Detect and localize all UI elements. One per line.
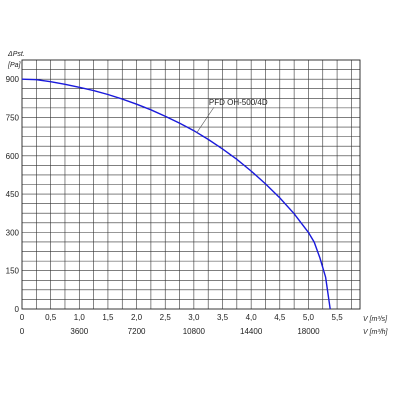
- y-axis-label: ΔPst.: [7, 51, 25, 58]
- y-tick-label: 300: [6, 228, 20, 237]
- x-tick-label: 1,0: [74, 313, 86, 322]
- y-tick-label: 150: [6, 267, 20, 276]
- axes: [21, 59, 361, 310]
- series-label-leader: [196, 107, 215, 133]
- x-tick-label-secondary: 14400: [240, 327, 263, 336]
- x-axis-secondary-ticks: 0 3600 7200 10800 14400 18000: [20, 327, 320, 336]
- series-label: PFD OH-500/4D: [209, 98, 268, 107]
- y-tick-label: 0: [15, 305, 20, 314]
- x-axis-label: V [m³/s]: [363, 316, 388, 323]
- x-tick-label-secondary: 18000: [297, 327, 320, 336]
- x-tick-label-secondary: 3600: [70, 327, 88, 336]
- x-axis-secondary-label: V [m³/h]: [363, 329, 389, 336]
- x-tick-label: 0,5: [45, 313, 57, 322]
- y-tick-label: 450: [6, 190, 20, 199]
- x-tick-label: 4,0: [246, 313, 258, 322]
- grid-lines: [22, 60, 360, 309]
- x-tick-label-secondary: 10800: [183, 327, 206, 336]
- x-tick-label: 1,5: [102, 313, 114, 322]
- x-tick-label: 3,5: [217, 313, 229, 322]
- y-tick-label: 750: [6, 113, 20, 122]
- y-axis-unit: [Pa]: [7, 62, 22, 69]
- plot-frame: [21, 59, 361, 310]
- x-tick-label: 2,0: [131, 313, 143, 322]
- series-line: [21, 78, 331, 310]
- series-curves: PFD OH-500/4D: [21, 78, 331, 310]
- y-axis-ticks: 0 150 300 450 600 750 900: [6, 75, 20, 314]
- x-tick-label: 5,5: [332, 313, 344, 322]
- y-tick-label: 900: [6, 75, 20, 84]
- x-tick-label: 3,0: [188, 313, 200, 322]
- y-tick-label: 600: [6, 152, 20, 161]
- x-tick-label-secondary: 0: [20, 327, 25, 336]
- x-tick-label-secondary: 7200: [128, 327, 146, 336]
- x-tick-label: 5,0: [303, 313, 315, 322]
- x-tick-label: 0: [20, 313, 25, 322]
- x-tick-label: 2,5: [160, 313, 172, 322]
- x-tick-label: 4,5: [274, 313, 286, 322]
- x-axis-ticks: 0 0,5 1,0 1,5 2,0 2,5 3,0 3,5 4,0 4,5 5,0 5,5: [20, 313, 343, 322]
